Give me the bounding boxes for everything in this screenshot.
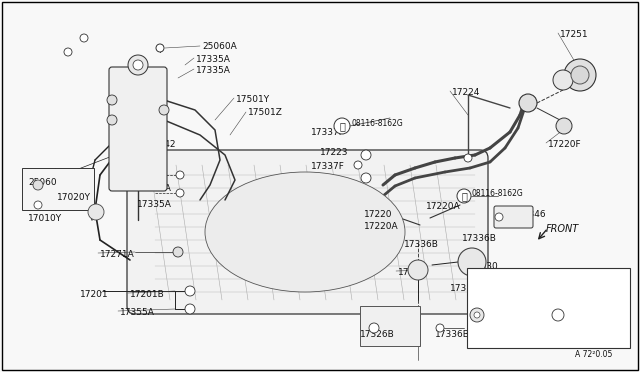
Circle shape xyxy=(185,304,195,314)
Bar xyxy=(22,168,94,210)
Text: 17336B: 17336B xyxy=(462,234,497,243)
Text: FRONT: FRONT xyxy=(546,224,579,234)
Text: 17223: 17223 xyxy=(320,148,349,157)
Circle shape xyxy=(474,312,480,318)
Circle shape xyxy=(361,150,371,160)
Circle shape xyxy=(133,60,143,70)
Bar xyxy=(467,268,630,348)
Text: 17335A: 17335A xyxy=(196,66,231,75)
Circle shape xyxy=(334,118,350,134)
Text: 17220A: 17220A xyxy=(426,202,461,211)
Circle shape xyxy=(553,70,573,90)
Circle shape xyxy=(470,308,484,322)
Text: B: B xyxy=(461,193,467,199)
Circle shape xyxy=(369,323,379,333)
Text: 17336B: 17336B xyxy=(404,240,439,249)
Text: 17010Y: 17010Y xyxy=(28,214,62,223)
Text: B: B xyxy=(339,123,344,129)
Text: 17501Z: 17501Z xyxy=(248,108,283,117)
Circle shape xyxy=(176,189,184,197)
Circle shape xyxy=(564,59,596,91)
Circle shape xyxy=(457,189,471,203)
Circle shape xyxy=(173,247,183,257)
Text: 17201B: 17201B xyxy=(130,290,164,299)
Text: 08116-8162G: 08116-8162G xyxy=(472,189,524,198)
Text: (FROM MAY,'87): (FROM MAY,'87) xyxy=(472,270,532,279)
Circle shape xyxy=(471,293,481,303)
FancyBboxPatch shape xyxy=(109,67,167,191)
Circle shape xyxy=(156,44,164,52)
Circle shape xyxy=(458,248,486,276)
Circle shape xyxy=(80,34,88,42)
Circle shape xyxy=(107,95,117,105)
Circle shape xyxy=(64,48,72,56)
Text: 17335A: 17335A xyxy=(196,55,231,64)
Text: 17220A: 17220A xyxy=(364,222,399,231)
Circle shape xyxy=(556,118,572,134)
Circle shape xyxy=(159,105,169,115)
Circle shape xyxy=(33,180,43,190)
Text: 08116-8162G: 08116-8162G xyxy=(352,119,404,128)
Circle shape xyxy=(185,286,195,296)
Text: 17346: 17346 xyxy=(518,210,547,219)
Text: 17391: 17391 xyxy=(501,311,527,320)
Text: 17335A: 17335A xyxy=(137,200,172,209)
FancyBboxPatch shape xyxy=(127,150,488,314)
Circle shape xyxy=(408,260,428,280)
Text: A 72²0.05: A 72²0.05 xyxy=(575,350,612,359)
Text: 17337F: 17337F xyxy=(311,162,345,171)
Text: 17271A: 17271A xyxy=(100,250,135,259)
Text: 17220: 17220 xyxy=(364,210,392,219)
Text: 17342: 17342 xyxy=(148,140,177,149)
Circle shape xyxy=(464,154,472,162)
Text: 17220F: 17220F xyxy=(548,140,582,149)
Circle shape xyxy=(436,324,444,332)
Circle shape xyxy=(552,309,564,321)
Ellipse shape xyxy=(205,172,405,292)
Text: 17336B: 17336B xyxy=(450,284,485,293)
Text: Ⓑ: Ⓑ xyxy=(461,191,467,201)
Circle shape xyxy=(88,204,104,220)
Text: 17355A: 17355A xyxy=(120,308,155,317)
Circle shape xyxy=(128,55,148,75)
Text: 17335A: 17335A xyxy=(137,184,172,193)
Circle shape xyxy=(354,161,362,169)
Bar xyxy=(360,306,420,346)
Circle shape xyxy=(107,115,117,125)
Text: 17337: 17337 xyxy=(398,268,427,277)
Text: 17501Y: 17501Y xyxy=(236,95,270,104)
Text: 17201: 17201 xyxy=(80,290,109,299)
Text: 17337F: 17337F xyxy=(311,128,345,137)
Text: 17391: 17391 xyxy=(580,311,607,320)
Circle shape xyxy=(34,201,42,209)
FancyBboxPatch shape xyxy=(494,206,533,228)
Text: 17330: 17330 xyxy=(470,262,499,271)
Circle shape xyxy=(176,171,184,179)
Text: 17224: 17224 xyxy=(452,88,481,97)
Text: 25060A: 25060A xyxy=(202,42,237,51)
Circle shape xyxy=(361,173,371,183)
Text: 17251: 17251 xyxy=(560,30,589,39)
Text: 17322: 17322 xyxy=(466,298,495,307)
Circle shape xyxy=(519,94,537,112)
Text: Ⓑ: Ⓑ xyxy=(339,121,345,131)
Text: 17326B: 17326B xyxy=(360,330,395,339)
Text: 25060: 25060 xyxy=(28,178,56,187)
Text: 17336B: 17336B xyxy=(435,330,470,339)
Text: (UP TO MAY,'87): (UP TO MAY,'87) xyxy=(558,270,620,279)
Circle shape xyxy=(495,213,503,221)
Text: 17020Y: 17020Y xyxy=(57,193,91,202)
Circle shape xyxy=(571,66,589,84)
